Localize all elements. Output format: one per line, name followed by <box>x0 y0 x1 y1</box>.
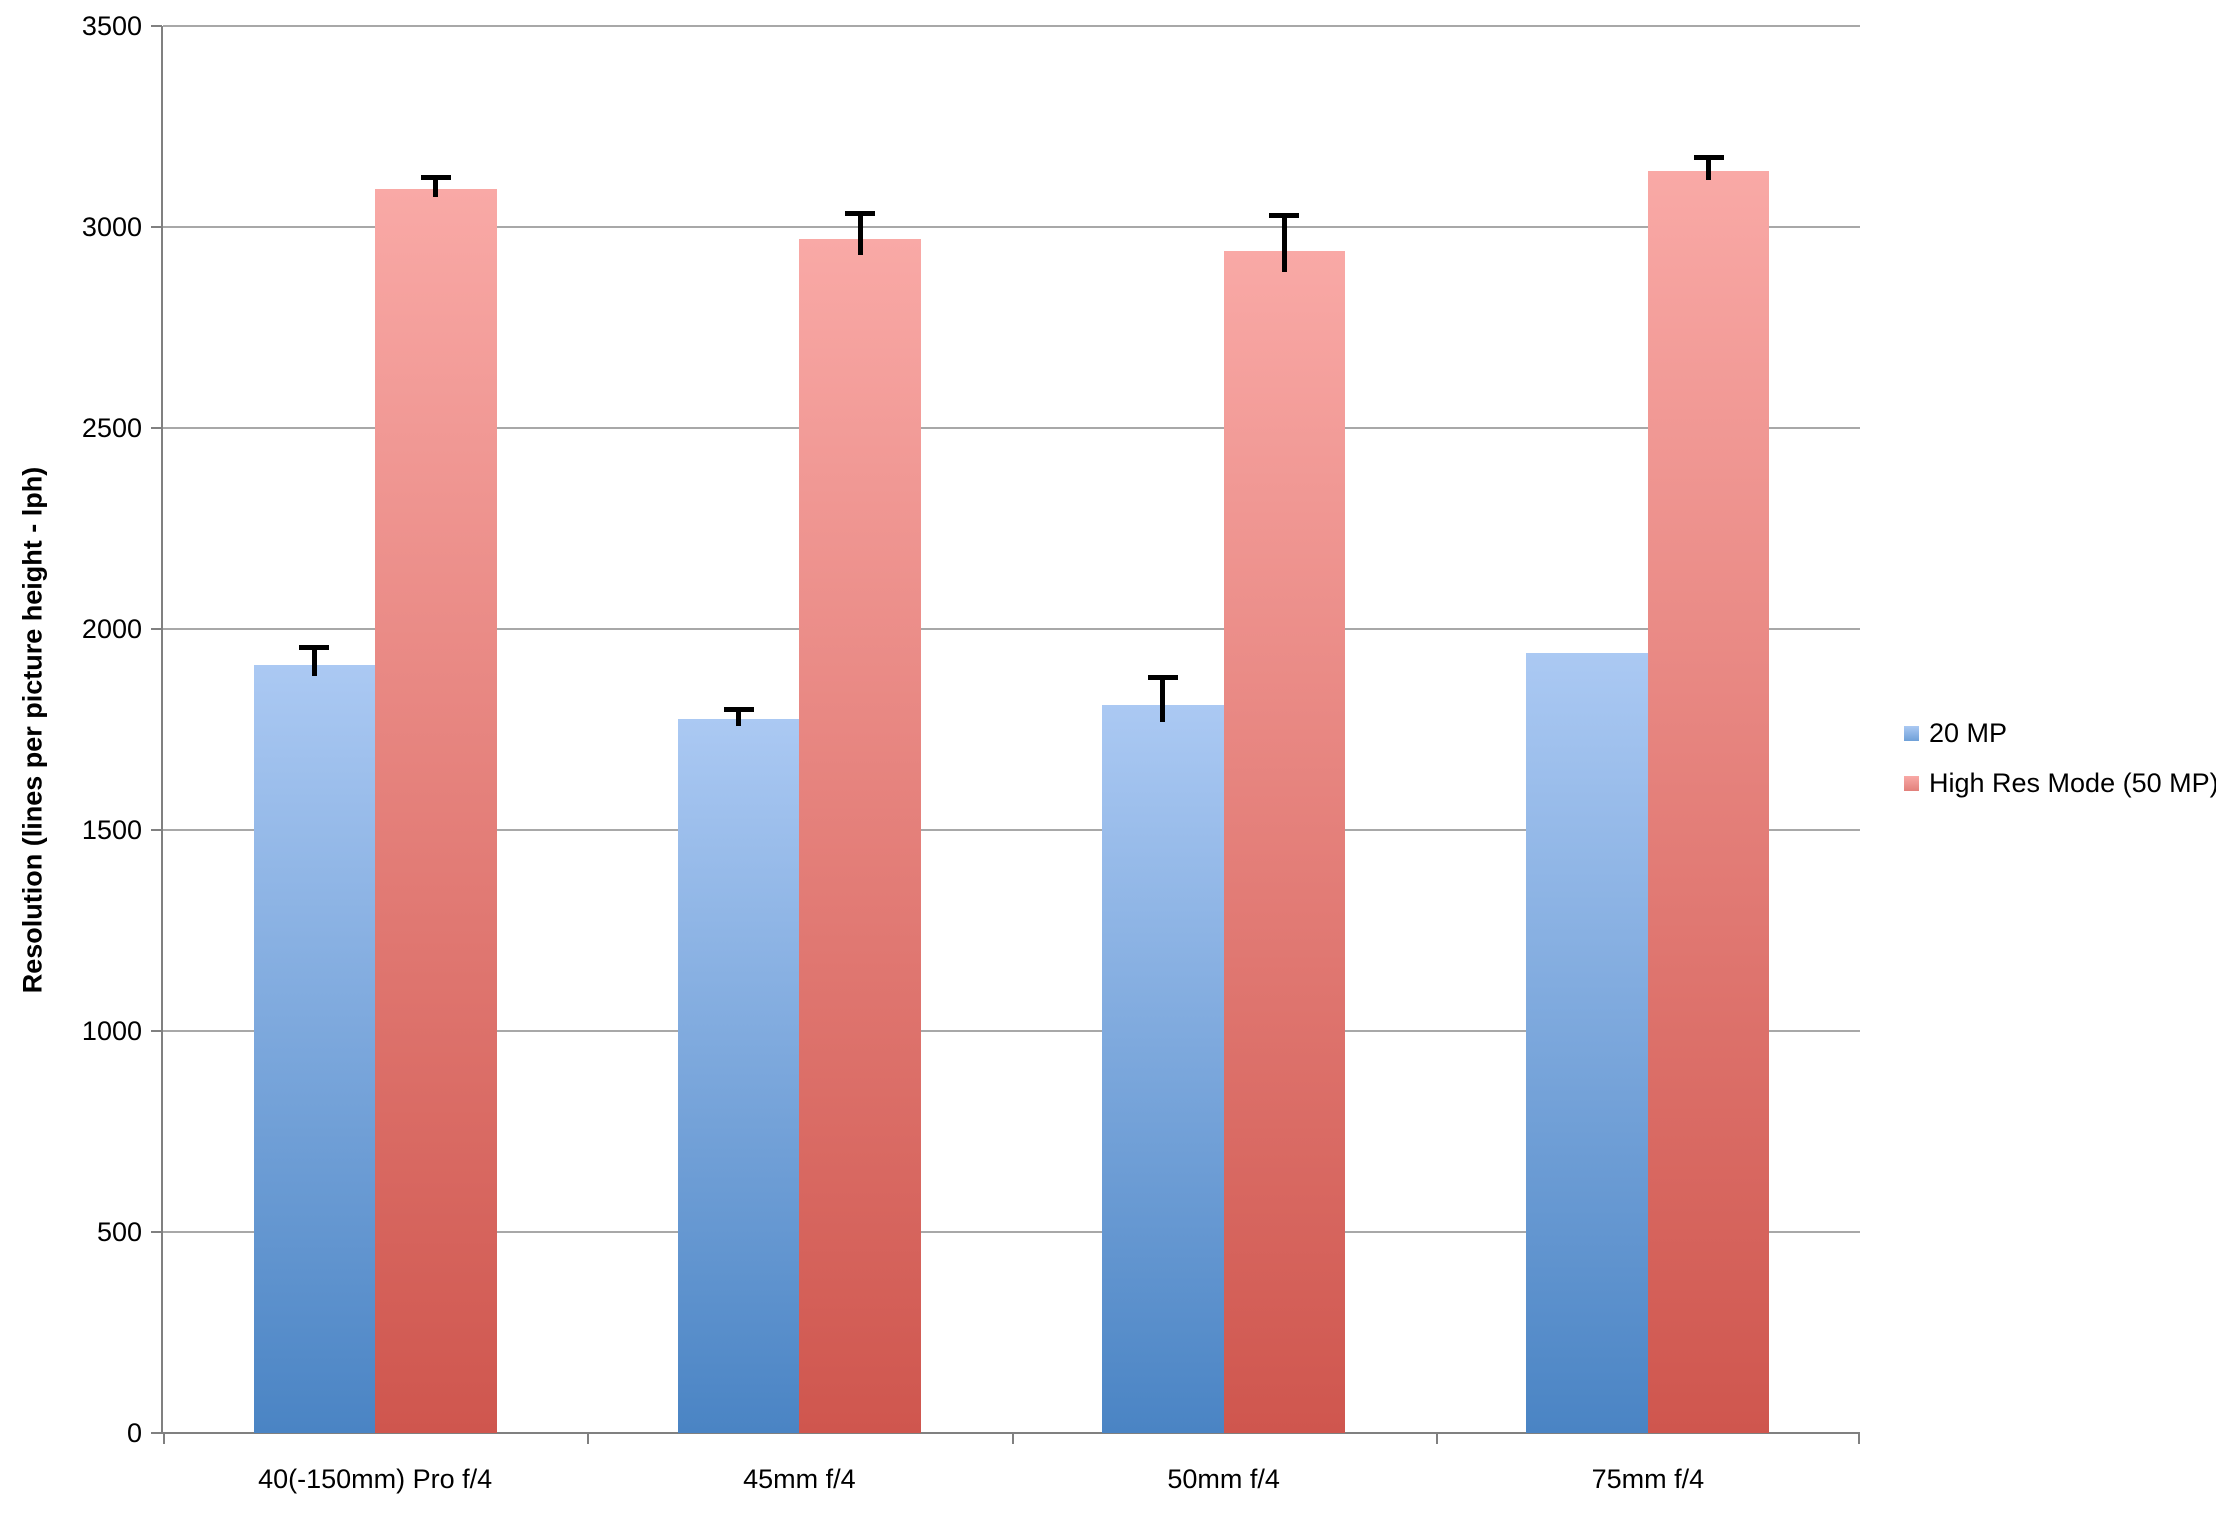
error-bar-stem-1-2 <box>1281 212 1287 273</box>
x-axis-line <box>161 1432 1860 1434</box>
y-tick-1000 <box>151 1030 162 1032</box>
y-tick-label-2000: 2000 <box>81 614 142 644</box>
error-bar-stem-0-0 <box>311 645 317 677</box>
bar-highres-cat3 <box>1647 170 1770 1433</box>
bar-20mp-cat1 <box>677 719 800 1433</box>
gridline-3500 <box>163 25 1860 27</box>
gridline-2000 <box>163 628 1860 630</box>
error-bar-stem-0-1 <box>736 707 742 727</box>
error-bar-stem-1-1 <box>857 210 863 255</box>
gridline-3000 <box>163 226 1860 228</box>
error-bar-cap-0-1 <box>723 707 754 713</box>
y-tick-2000 <box>151 628 162 630</box>
y-tick-label-3000: 3000 <box>81 212 142 242</box>
x-category-label-3: 75mm f/4 <box>1591 1464 1705 1494</box>
error-bar-stem-1-3 <box>1706 154 1712 180</box>
y-tick-500 <box>151 1231 162 1233</box>
y-tick-label-3500: 3500 <box>81 11 142 41</box>
error-bar-cap-1-3 <box>1693 154 1724 160</box>
y-axis-title: Resolution (lines per picture height - l… <box>17 466 48 993</box>
x-tick-3 <box>1435 1433 1438 1444</box>
y-axis-line <box>161 26 163 1433</box>
x-category-label-1: 45mm f/4 <box>743 1464 856 1494</box>
bar-20mp-cat0 <box>253 665 376 1433</box>
bar-highres-cat2 <box>1223 251 1346 1433</box>
gridline-2500 <box>163 427 1860 429</box>
legend-swatch-20mp-icon <box>1904 725 1919 741</box>
error-bar-cap-1-1 <box>845 210 876 216</box>
error-bar-stem-1-0 <box>433 174 439 197</box>
bar-20mp-cat2 <box>1102 705 1224 1433</box>
gridline-1000 <box>163 1030 1860 1032</box>
gridline-500 <box>163 1231 1860 1233</box>
legend: 20 MP High Res Mode (50 MP) <box>1904 718 2216 798</box>
bar-highres-cat1 <box>799 239 921 1433</box>
y-tick-label-1000: 1000 <box>81 1016 142 1046</box>
y-tick-3500 <box>151 25 162 27</box>
error-bar-cap-1-0 <box>420 174 451 180</box>
error-bar-cap-0-0 <box>299 645 330 651</box>
bar-highres-cat0 <box>375 188 497 1433</box>
bar-20mp-cat3 <box>1526 653 1648 1433</box>
legend-label-highres: High Res Mode (50 MP) <box>1929 768 2216 798</box>
error-bar-cap-1-2 <box>1269 212 1300 218</box>
legend-item-20mp: 20 MP <box>1904 718 2216 748</box>
y-tick-0 <box>151 1432 162 1434</box>
y-tick-2500 <box>151 427 162 429</box>
x-tick-4 <box>1858 1433 1860 1444</box>
error-bar-stem-0-2 <box>1160 675 1166 722</box>
plot-area <box>151 25 1860 1444</box>
y-tick-label-1500: 1500 <box>81 815 142 845</box>
y-tick-3000 <box>151 226 162 228</box>
y-tick-1500 <box>151 829 162 831</box>
y-tick-label-2500: 2500 <box>81 413 142 443</box>
x-tick-2 <box>1011 1433 1014 1444</box>
legend-swatch-highres-icon <box>1904 775 1919 791</box>
legend-item-highres: High Res Mode (50 MP) <box>1904 768 2216 798</box>
gridline-1500 <box>163 829 1860 831</box>
x-category-label-2: 50mm f/4 <box>1167 1464 1280 1494</box>
error-bar-cap-0-2 <box>1147 675 1178 681</box>
x-tick-1 <box>587 1433 590 1444</box>
x-category-label-0: 40(-150mm) Pro f/4 <box>258 1464 493 1494</box>
y-tick-label-0: 0 <box>126 1418 142 1448</box>
x-tick-0 <box>163 1433 165 1444</box>
y-tick-label-500: 500 <box>96 1217 142 1247</box>
legend-label-20mp: 20 MP <box>1929 718 2008 748</box>
